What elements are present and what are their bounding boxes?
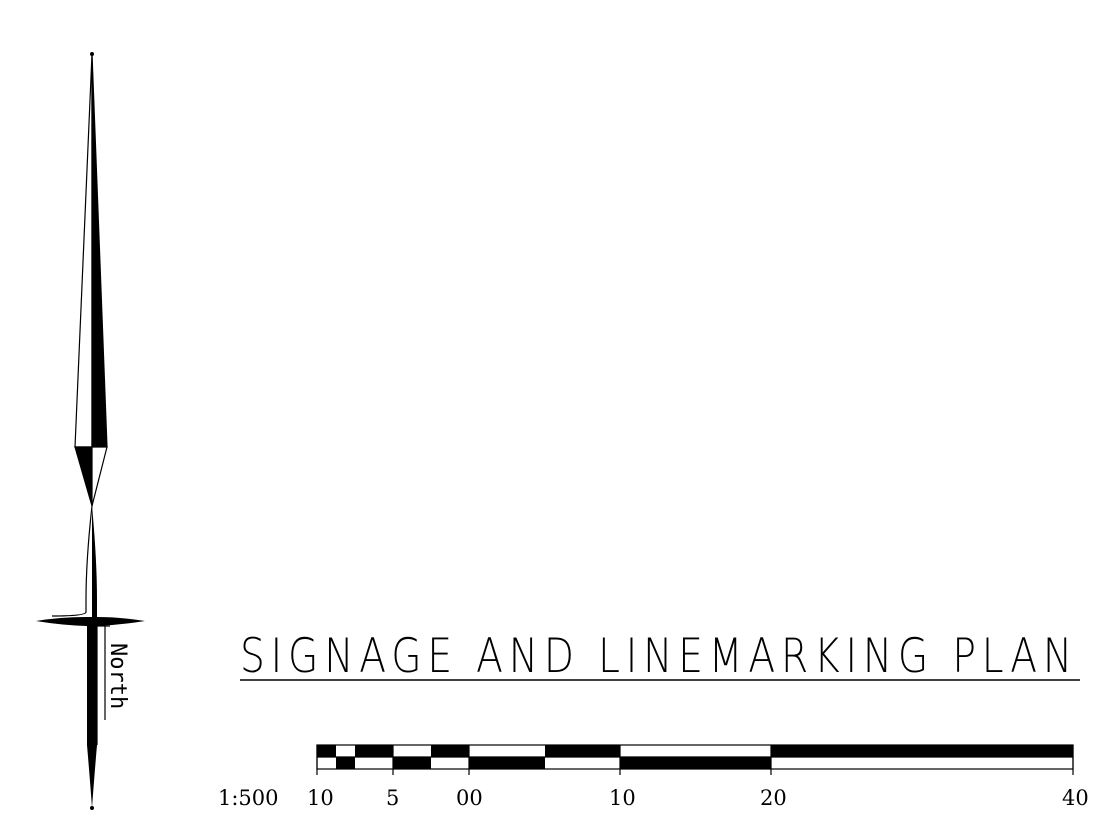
north-arrow-icon <box>36 52 145 810</box>
north-label: North <box>105 643 130 709</box>
scale-tick-label: 10 <box>609 786 636 810</box>
plan-title: SIGNAGE AND LINEMARKING PLAN <box>240 629 1078 684</box>
scale-tick-label: 5 <box>386 786 399 810</box>
scale-ratio-label: 1:500 <box>218 786 279 810</box>
scale-tick-label: 00 <box>456 786 483 810</box>
scale-bar <box>316 744 1074 775</box>
scale-tick-label: 40 <box>1062 786 1089 810</box>
scale-tick-label: 20 <box>760 786 787 810</box>
scale-tick-label: 10 <box>307 786 334 810</box>
